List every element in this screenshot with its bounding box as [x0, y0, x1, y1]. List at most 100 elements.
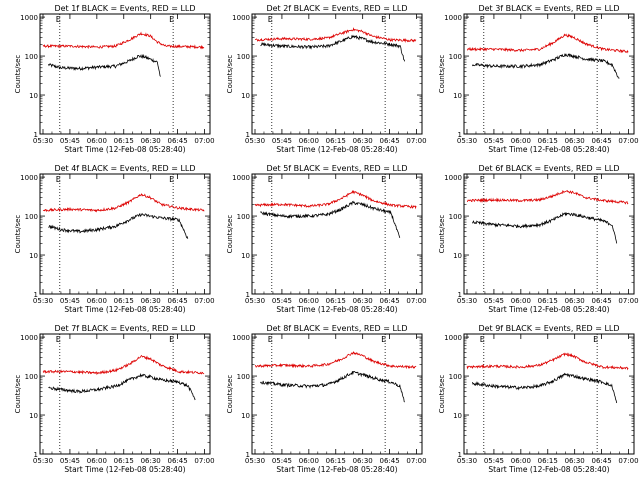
chart-title: Det 4f BLACK = Events, RED = LLD: [54, 164, 195, 173]
series-events-black: [260, 200, 401, 239]
y-axis-label: Counts/sec: [14, 55, 22, 94]
marker-label: E: [169, 175, 174, 184]
x-axis-label: Start Time (12-Feb-08 05:28:40): [488, 305, 609, 314]
x-tick-label: 07:00: [194, 137, 214, 145]
y-tick-label: 10: [29, 92, 38, 100]
chart-panel: Det 8f BLACK = Events, RED = LLD 1 10 100 10…: [226, 324, 427, 474]
y-tick-label: 1: [246, 451, 250, 459]
series-lld-red: [254, 351, 417, 370]
x-tick-label: 06:00: [87, 297, 107, 305]
series-events-black: [472, 372, 618, 404]
x-tick-label: 07:00: [406, 457, 426, 465]
marker-label: E: [56, 15, 61, 24]
marker-label: E: [381, 175, 386, 184]
y-tick-label: 1000: [20, 334, 38, 342]
x-axis-label: Start Time (12-Feb-08 05:28:40): [276, 465, 397, 474]
series-events-black: [260, 371, 405, 403]
x-tick-label: 06:45: [591, 137, 611, 145]
chart-title: Det 7f BLACK = Events, RED = LLD: [54, 324, 195, 333]
chart-title: Det 5f BLACK = Events, RED = LLD: [266, 164, 407, 173]
marker-label: E: [593, 15, 598, 24]
x-tick-label: 06:30: [565, 137, 585, 145]
x-tick-label: 07:00: [194, 297, 214, 305]
chart-panel: Det 1f BLACK = Events, RED = LLD 1 10 100 10…: [14, 4, 215, 154]
series-lld-red: [467, 189, 629, 205]
x-tick-label: 06:15: [326, 457, 346, 465]
y-tick-label: 1000: [232, 14, 250, 22]
y-axis-label: Counts/sec: [226, 375, 234, 414]
x-tick-label: 05:45: [272, 457, 292, 465]
x-tick-label: 06:45: [379, 457, 399, 465]
y-tick-label: 1000: [20, 14, 38, 22]
y-tick-label: 100: [449, 213, 462, 221]
y-tick-label: 1: [34, 291, 38, 299]
x-tick-label: 05:30: [33, 297, 53, 305]
x-tick-label: 07:00: [618, 137, 638, 145]
x-tick-label: 05:30: [33, 137, 53, 145]
marker-label: E: [480, 175, 485, 184]
y-tick-label: 100: [25, 373, 38, 381]
x-tick-label: 06:30: [353, 297, 373, 305]
x-tick-label: 06:45: [379, 137, 399, 145]
series-lld-red: [254, 189, 417, 210]
y-tick-label: 1: [458, 451, 462, 459]
y-tick-label: 1: [246, 131, 250, 139]
y-tick-label: 1000: [20, 174, 38, 182]
y-tick-label: 10: [241, 252, 250, 260]
y-axis-label: Counts/sec: [438, 375, 446, 414]
x-tick-label: 06:00: [299, 297, 319, 305]
x-tick-label: 06:00: [299, 457, 319, 465]
x-tick-label: 05:30: [245, 297, 265, 305]
plot-frame: [39, 173, 211, 295]
marker-label: E: [169, 15, 174, 24]
x-tick-label: 06:45: [591, 297, 611, 305]
marker-label: E: [268, 175, 273, 184]
chart-panel: Det 6f BLACK = Events, RED = LLD 1 10 100 10…: [438, 164, 639, 314]
plot-frame: [463, 173, 635, 295]
chart-panel: Det 3f BLACK = Events, RED = LLD 1 10 100 10…: [438, 4, 639, 154]
marker-label: E: [268, 335, 273, 344]
x-tick-label: 06:00: [87, 457, 107, 465]
x-tick-label: 06:00: [511, 137, 531, 145]
x-tick-label: 05:45: [272, 137, 292, 145]
x-tick-label: 05:30: [457, 297, 477, 305]
x-tick-label: 06:15: [538, 457, 558, 465]
series-lld-red: [255, 27, 417, 43]
x-tick-label: 07:00: [618, 457, 638, 465]
marker-label: E: [593, 335, 598, 344]
y-tick-label: 100: [237, 213, 250, 221]
x-tick-label: 06:00: [87, 137, 107, 145]
y-tick-label: 1000: [444, 14, 462, 22]
chart-title: Det 2f BLACK = Events, RED = LLD: [266, 4, 407, 13]
y-tick-label: 10: [453, 252, 462, 260]
y-tick-label: 10: [29, 252, 38, 260]
x-tick-label: 05:45: [484, 457, 504, 465]
plot-frame: [39, 333, 211, 455]
x-tick-label: 06:30: [353, 137, 373, 145]
x-tick-label: 06:15: [114, 457, 134, 465]
marker-label: E: [381, 15, 386, 24]
series-lld-red: [42, 354, 205, 376]
y-axis-label: Counts/sec: [438, 215, 446, 254]
x-tick-label: 06:45: [591, 457, 611, 465]
y-tick-label: 100: [237, 53, 250, 61]
x-tick-label: 06:45: [167, 137, 187, 145]
y-tick-label: 100: [449, 373, 462, 381]
x-tick-label: 05:45: [484, 297, 504, 305]
y-tick-label: 10: [241, 92, 250, 100]
marker-label: E: [381, 335, 386, 344]
x-tick-label: 06:30: [565, 457, 585, 465]
series-events-black: [48, 212, 189, 239]
plot-frame: [251, 333, 423, 455]
y-tick-label: 100: [237, 373, 250, 381]
x-tick-label: 05:30: [457, 137, 477, 145]
x-tick-label: 06:00: [511, 297, 531, 305]
x-tick-label: 06:15: [538, 297, 558, 305]
x-tick-label: 06:15: [538, 137, 558, 145]
chart-title: Det 9f BLACK = Events, RED = LLD: [478, 324, 619, 333]
x-tick-label: 06:30: [141, 297, 161, 305]
x-tick-label: 05:30: [33, 457, 53, 465]
chart-panel: Det 5f BLACK = Events, RED = LLD 1 10 100 10…: [226, 164, 427, 314]
x-tick-label: 05:30: [245, 457, 265, 465]
